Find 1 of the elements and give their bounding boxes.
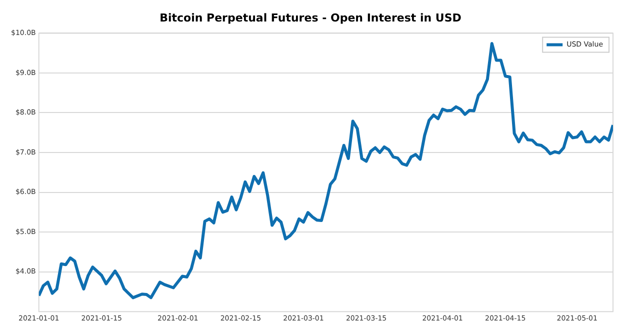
chart-title: Bitcoin Perpetual Futures - Open Interest in USD — [160, 11, 462, 24]
